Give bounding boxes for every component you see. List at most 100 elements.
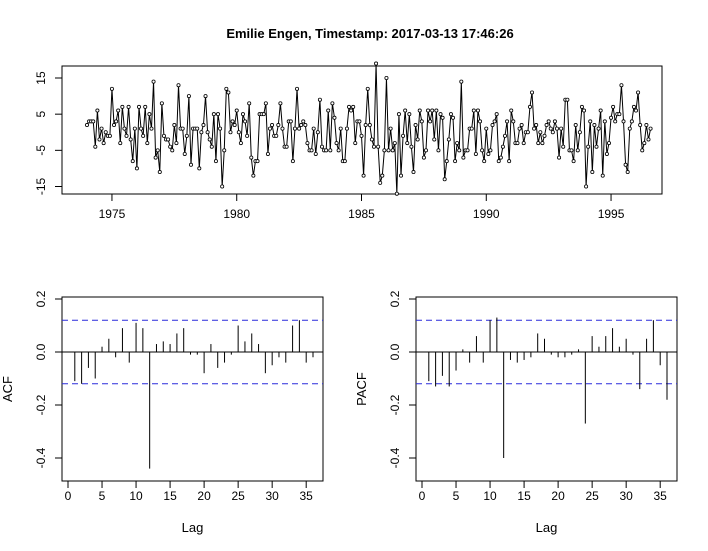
ts-point: [139, 126, 144, 131]
ts-point: [182, 151, 187, 156]
ts-point: [222, 148, 227, 153]
ts-point: [457, 148, 462, 153]
pacf-y-tick-label: 0.2: [388, 290, 402, 307]
ts-point: [149, 126, 154, 131]
ts-point: [97, 137, 102, 142]
ts-point: [226, 90, 231, 95]
ts-point: [648, 126, 653, 131]
ts-point: [209, 144, 214, 149]
ts-point: [236, 130, 241, 135]
ts-point: [480, 148, 485, 153]
ts-point: [93, 144, 98, 149]
ts-point: [627, 126, 632, 131]
ts-point: [238, 141, 243, 146]
acf-y-axis-label: ACF: [0, 376, 15, 402]
ts-point: [116, 108, 121, 113]
ts-point: [579, 104, 584, 109]
ts-point: [540, 141, 545, 146]
ts-point: [278, 101, 283, 106]
ts-point: [103, 130, 108, 135]
ts-point: [636, 90, 641, 95]
ts-point: [95, 108, 100, 113]
ts-y-tick-label: -5: [34, 145, 48, 156]
ts-point: [315, 130, 320, 135]
ts-point: [91, 119, 96, 124]
ts-point: [392, 141, 397, 146]
ts-point: [101, 141, 106, 146]
ts-point: [311, 126, 316, 131]
ts-point: [488, 148, 493, 153]
ts-point: [245, 133, 250, 138]
pacf-y-tick-label: -0.4: [388, 447, 402, 468]
pacf-y-tick-label: 0.0: [388, 343, 402, 360]
ts-point: [359, 133, 364, 138]
ts-point: [613, 119, 618, 124]
ts-point: [642, 141, 647, 146]
ts-point: [453, 159, 458, 164]
ts-point: [582, 108, 587, 113]
ts-point: [297, 126, 302, 131]
ts-point: [399, 173, 404, 178]
ts-point: [465, 148, 470, 153]
acf-y-tick-label: 0.0: [34, 343, 48, 360]
acf-x-tick-label: 10: [129, 489, 143, 503]
ts-point: [255, 159, 260, 164]
ts-point: [611, 104, 616, 109]
ts-point: [396, 112, 401, 117]
ts-point: [571, 159, 576, 164]
ts-point: [365, 86, 370, 91]
ts-point: [388, 126, 393, 131]
ts-point: [384, 76, 389, 81]
ts-point: [419, 119, 424, 124]
ts-point: [155, 148, 160, 153]
ts-point: [201, 123, 206, 128]
ts-point: [538, 130, 543, 135]
ts-point: [369, 137, 374, 142]
ts-point: [475, 108, 480, 113]
ts-point: [280, 126, 285, 131]
ts-point: [590, 170, 595, 175]
ts-point: [224, 86, 229, 91]
ts-point: [203, 94, 208, 99]
acf-x-tick-label: 35: [300, 489, 314, 503]
ts-point: [478, 119, 483, 124]
ts-point: [428, 119, 433, 124]
ts-point: [211, 112, 216, 117]
ts-point: [168, 144, 173, 149]
ts-point: [430, 108, 435, 113]
pacf-x-tick-label: 0: [419, 489, 426, 503]
ts-point: [507, 159, 512, 164]
ts-point: [263, 101, 268, 106]
ts-point: [326, 108, 331, 113]
ts-point: [554, 126, 559, 131]
ts-point: [174, 141, 179, 146]
ts-point: [213, 159, 218, 164]
ts-point: [347, 104, 352, 109]
ts-point: [205, 130, 210, 135]
ts-point: [363, 123, 368, 128]
ts-point: [249, 155, 254, 160]
ts-point: [606, 141, 611, 146]
ts-point: [143, 104, 148, 109]
ts-point: [186, 94, 191, 99]
ts-point: [498, 155, 503, 160]
acf-x-tick-label: 20: [197, 489, 211, 503]
ts-point: [413, 123, 418, 128]
ts-point: [122, 126, 127, 131]
ts-point: [195, 126, 200, 131]
ts-point: [496, 159, 501, 164]
ts-point: [409, 144, 414, 149]
ts-point: [99, 126, 104, 131]
ts-point: [376, 144, 381, 149]
ts-point: [247, 101, 252, 106]
ts-point: [557, 155, 562, 160]
ts-point: [417, 108, 422, 113]
ts-point: [638, 123, 643, 128]
ts-point: [569, 148, 574, 153]
ts-point: [646, 137, 651, 142]
ts-point: [288, 119, 293, 124]
ts-point: [353, 141, 358, 146]
ts-point: [228, 130, 233, 135]
ts-point: [434, 108, 439, 113]
